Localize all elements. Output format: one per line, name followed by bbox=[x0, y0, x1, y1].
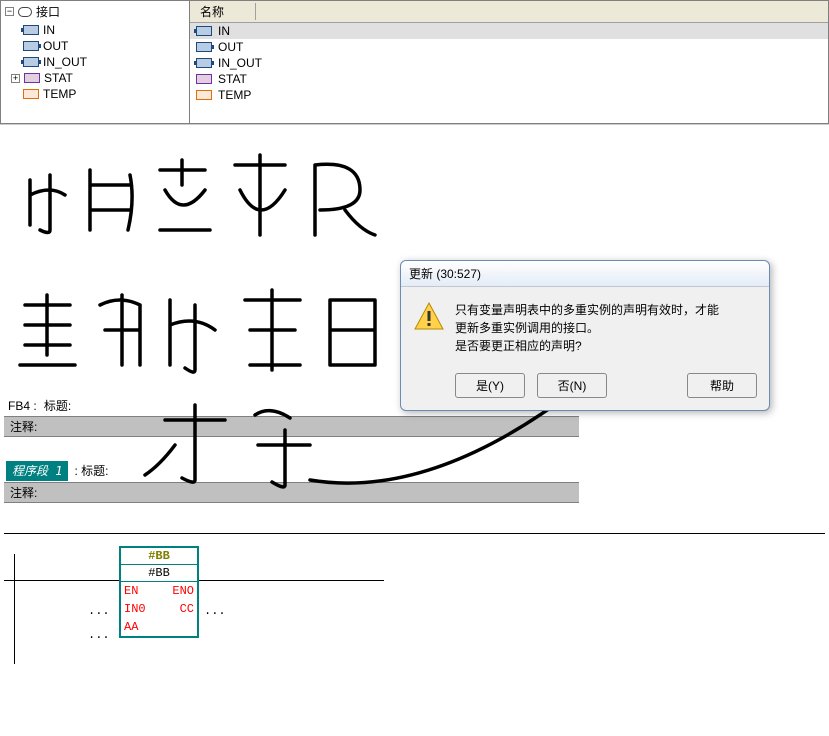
fb-comment-row[interactable]: 注释: bbox=[4, 416, 579, 437]
stat-icon bbox=[196, 74, 212, 84]
interface-icon bbox=[18, 7, 32, 17]
tree-panel: − 接口 IN OUT IN_OUT + STAT bbox=[0, 0, 190, 124]
tree-item-label: IN_OUT bbox=[43, 55, 87, 69]
unassigned-dots: ... bbox=[88, 604, 110, 618]
dialog-title[interactable]: 更新 (30:527) bbox=[401, 261, 769, 287]
pin-eno[interactable]: ENO bbox=[172, 584, 194, 598]
network-badge[interactable]: 程序段 1 bbox=[6, 461, 68, 480]
fb-name: #BB bbox=[121, 565, 197, 582]
variable-table: 名称 IN OUT IN_OUT STAT TEMP bbox=[190, 0, 829, 124]
tree-item-in[interactable]: IN bbox=[21, 22, 189, 38]
out-icon bbox=[23, 41, 39, 51]
tree-item-label: STAT bbox=[44, 71, 73, 85]
interface-top-area: − 接口 IN OUT IN_OUT + STAT bbox=[0, 0, 829, 125]
spacer bbox=[0, 437, 829, 459]
network-title-row: 程序段 1 : 标题: bbox=[0, 459, 829, 482]
table-cell: STAT bbox=[218, 72, 247, 86]
tree-item-label: TEMP bbox=[43, 87, 76, 101]
fb-editor: FB4 : 标题: 注释: 程序段 1 : 标题: 注释: #BB #BB EN… bbox=[0, 395, 829, 693]
tree-root[interactable]: − 接口 bbox=[1, 1, 189, 22]
dialog-buttons: 是(Y) 否(N) 帮助 bbox=[401, 365, 769, 410]
temp-icon bbox=[196, 90, 212, 100]
update-dialog: 更新 (30:527) 只有变量声明表中的多重实例的声明有效时，才能 更新多重实… bbox=[400, 260, 770, 411]
temp-icon bbox=[23, 89, 39, 99]
comment-label: 注释: bbox=[10, 420, 37, 434]
tree-item-out[interactable]: OUT bbox=[21, 38, 189, 54]
collapse-icon[interactable]: − bbox=[5, 7, 14, 16]
expand-icon[interactable]: + bbox=[11, 74, 20, 83]
comment-label: 注释: bbox=[10, 486, 37, 500]
stat-icon bbox=[24, 73, 40, 83]
no-button[interactable]: 否(N) bbox=[537, 373, 607, 398]
table-row[interactable]: IN bbox=[190, 23, 828, 39]
tree-item-inout[interactable]: IN_OUT bbox=[21, 54, 189, 70]
table-cell: OUT bbox=[218, 40, 243, 54]
table-cell: IN_OUT bbox=[218, 56, 262, 70]
network-comment-row[interactable]: 注释: bbox=[4, 482, 579, 503]
unassigned-dots: ... bbox=[204, 604, 226, 618]
pin-aa[interactable]: AA bbox=[124, 620, 138, 634]
ladder-diagram[interactable]: #BB #BB EN ENO IN0 CC AA ... ... ... bbox=[4, 533, 825, 693]
tree-item-temp[interactable]: TEMP bbox=[21, 86, 189, 102]
tree-children: IN OUT IN_OUT + STAT TEMP bbox=[1, 22, 189, 102]
unassigned-dots: ... bbox=[88, 628, 110, 642]
tree-item-label: IN bbox=[43, 23, 55, 37]
rail-vertical bbox=[14, 554, 15, 664]
table-row[interactable]: IN_OUT bbox=[190, 55, 828, 71]
warning-icon bbox=[413, 301, 445, 333]
dialog-message: 只有变量声明表中的多重实例的声明有效时，才能 更新多重实例调用的接口。 是否要更… bbox=[455, 301, 719, 355]
table-header: 名称 bbox=[190, 1, 828, 23]
pin-in0[interactable]: IN0 bbox=[124, 602, 146, 616]
tree-item-stat[interactable]: + STAT bbox=[11, 70, 189, 86]
dialog-line2: 更新多重实例调用的接口。 bbox=[455, 319, 719, 337]
yes-button[interactable]: 是(Y) bbox=[455, 373, 525, 398]
tree-item-label: OUT bbox=[43, 39, 68, 53]
dialog-body: 只有变量声明表中的多重实例的声明有效时，才能 更新多重实例调用的接口。 是否要更… bbox=[401, 287, 769, 365]
fb-symbolic-name: #BB bbox=[121, 548, 197, 565]
table-row[interactable]: STAT bbox=[190, 71, 828, 87]
fb-prefix: FB4 : bbox=[8, 399, 37, 413]
table-row[interactable]: TEMP bbox=[190, 87, 828, 103]
dialog-line3: 是否要更正相应的声明? bbox=[455, 337, 719, 355]
table-header-name[interactable]: 名称 bbox=[196, 3, 256, 20]
help-button[interactable]: 帮助 bbox=[687, 373, 757, 398]
inout-icon bbox=[23, 57, 39, 67]
network-title-label[interactable]: : 标题: bbox=[74, 462, 108, 479]
rail-line-out bbox=[199, 580, 384, 581]
fb-title-label[interactable]: 标题: bbox=[44, 399, 71, 413]
rail-line bbox=[4, 580, 119, 581]
dialog-line1: 只有变量声明表中的多重实例的声明有效时，才能 bbox=[455, 301, 719, 319]
tree-root-label: 接口 bbox=[36, 3, 60, 20]
table-cell: IN bbox=[218, 24, 230, 38]
out-icon bbox=[196, 42, 212, 52]
fb-call-block[interactable]: #BB #BB EN ENO IN0 CC AA bbox=[119, 546, 199, 638]
inout-icon bbox=[196, 58, 212, 68]
table-row[interactable]: OUT bbox=[190, 39, 828, 55]
pin-cc[interactable]: CC bbox=[180, 602, 194, 616]
in-icon bbox=[23, 25, 39, 35]
pin-en[interactable]: EN bbox=[124, 584, 138, 598]
in-icon bbox=[196, 26, 212, 36]
table-cell: TEMP bbox=[218, 88, 251, 102]
